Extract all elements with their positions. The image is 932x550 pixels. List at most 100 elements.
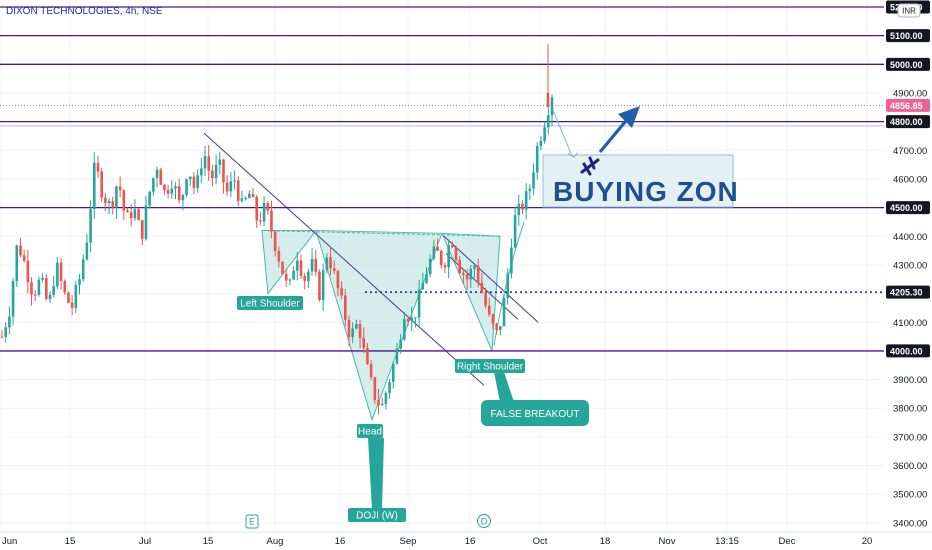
candle-body [451,245,454,248]
candle-body [259,220,262,222]
pattern-triangle [315,230,443,422]
false-breakout-text: FALSE BREAKOUT [491,409,580,420]
buying-zone-label: BUYING ZON [553,176,739,207]
level-price-tag-text: 4000.00 [890,346,923,356]
candle-body [8,316,11,328]
candle-body [111,200,115,208]
price-axis: 3400.00 3500.00 3600.00 3700.00 3800.00 3900.… [884,0,932,532]
candle-body [465,274,469,280]
candle-body [439,250,443,266]
candle-body [129,212,133,219]
candle-body [535,146,539,173]
candle-body [255,196,258,221]
candle-body [0,336,4,338]
candle-body [30,282,33,295]
x-tick-label: Nov [659,536,676,547]
candle-body [26,260,30,283]
candle-body [244,198,247,200]
x-tick-label: 16 [465,536,476,547]
x-tick-label: 18 [600,536,611,547]
currency-badge-text: INR [902,7,916,16]
candle-body [170,188,174,194]
candle-body [369,363,373,378]
candle-body [137,209,140,221]
candle-body [329,257,332,269]
candle-body [388,381,391,393]
candle-body [432,246,436,259]
candle-body [292,270,295,280]
candle-body [37,279,41,295]
candle-body [428,258,432,274]
candle-body [207,156,211,171]
candle-body [284,274,288,281]
dotted-level-price-tag: 4205.30 [886,285,930,299]
earnings-marker-shape [245,514,259,529]
candle-body [314,259,318,272]
dotted-level-price-tag-box [886,285,930,299]
candle-body [391,363,395,382]
earnings-marker: E [245,514,259,529]
candle-body [200,168,203,176]
dividend-marker-shape [477,514,491,528]
candle-body [188,176,192,180]
candle-body [340,288,343,296]
level-price-tag-box [886,115,930,129]
candle-body [487,305,491,315]
candle-body [547,115,550,128]
y-tick-label: 3900.00 [893,375,927,386]
candles [0,44,554,415]
left-shoulder-label-text: Left Shoulder [240,299,300,310]
candle-body [528,188,532,192]
candle-body [41,277,44,280]
doji-label-text: DOJI (W) [356,511,398,522]
level-price-tag: 4800.00 [886,115,930,129]
candle-body [546,92,550,107]
candle-body [163,184,166,191]
level-price-tag-text: 5100.00 [890,31,923,41]
candle-body [502,298,506,327]
candle-body [92,162,96,209]
candle-body [115,186,118,208]
candle-body [454,247,458,260]
candle-body [262,203,266,222]
candle-body [222,159,225,183]
candle-body [166,190,170,194]
candle-body [296,260,299,271]
candle-body [462,272,465,275]
annotations: BUYING ZON Left Shoulder Head Right Shoulde… [237,106,739,529]
candle-body [510,247,513,274]
right-shoulder-label-text: Right Shoulder [457,362,524,373]
axis-background [884,0,932,532]
candle-body [63,281,67,293]
channel-line-upper [443,235,539,323]
false-breakout-box [481,400,589,426]
candle-body [406,319,410,321]
x-tick-label: Jun [2,536,17,547]
last-price-tag: 4856.85 [886,98,930,112]
candle-body [362,337,366,348]
candle-body [343,295,347,320]
candle-body [476,265,480,283]
candle-body [484,292,487,306]
target-arrow-head [618,106,640,128]
candle-body [74,284,78,308]
candle-body [22,255,26,261]
candle-body [148,191,151,206]
candle-body [513,215,517,248]
candle-body [218,159,222,165]
projection-arrow [567,152,579,158]
candle-body [318,271,321,301]
candle-body [85,242,89,260]
candle-body [458,259,462,273]
candle-body [196,175,199,188]
y-tick-label: 4700.00 [893,146,927,157]
false-breakout-pointer [494,372,514,402]
candle-body [403,319,406,340]
projection-line [552,109,573,157]
candle-body [140,220,144,239]
candle-body [233,180,236,182]
y-tick-label: 3700.00 [893,432,927,443]
dividend-marker-text: D [481,517,488,527]
y-tick-label: 4600.00 [893,174,927,185]
